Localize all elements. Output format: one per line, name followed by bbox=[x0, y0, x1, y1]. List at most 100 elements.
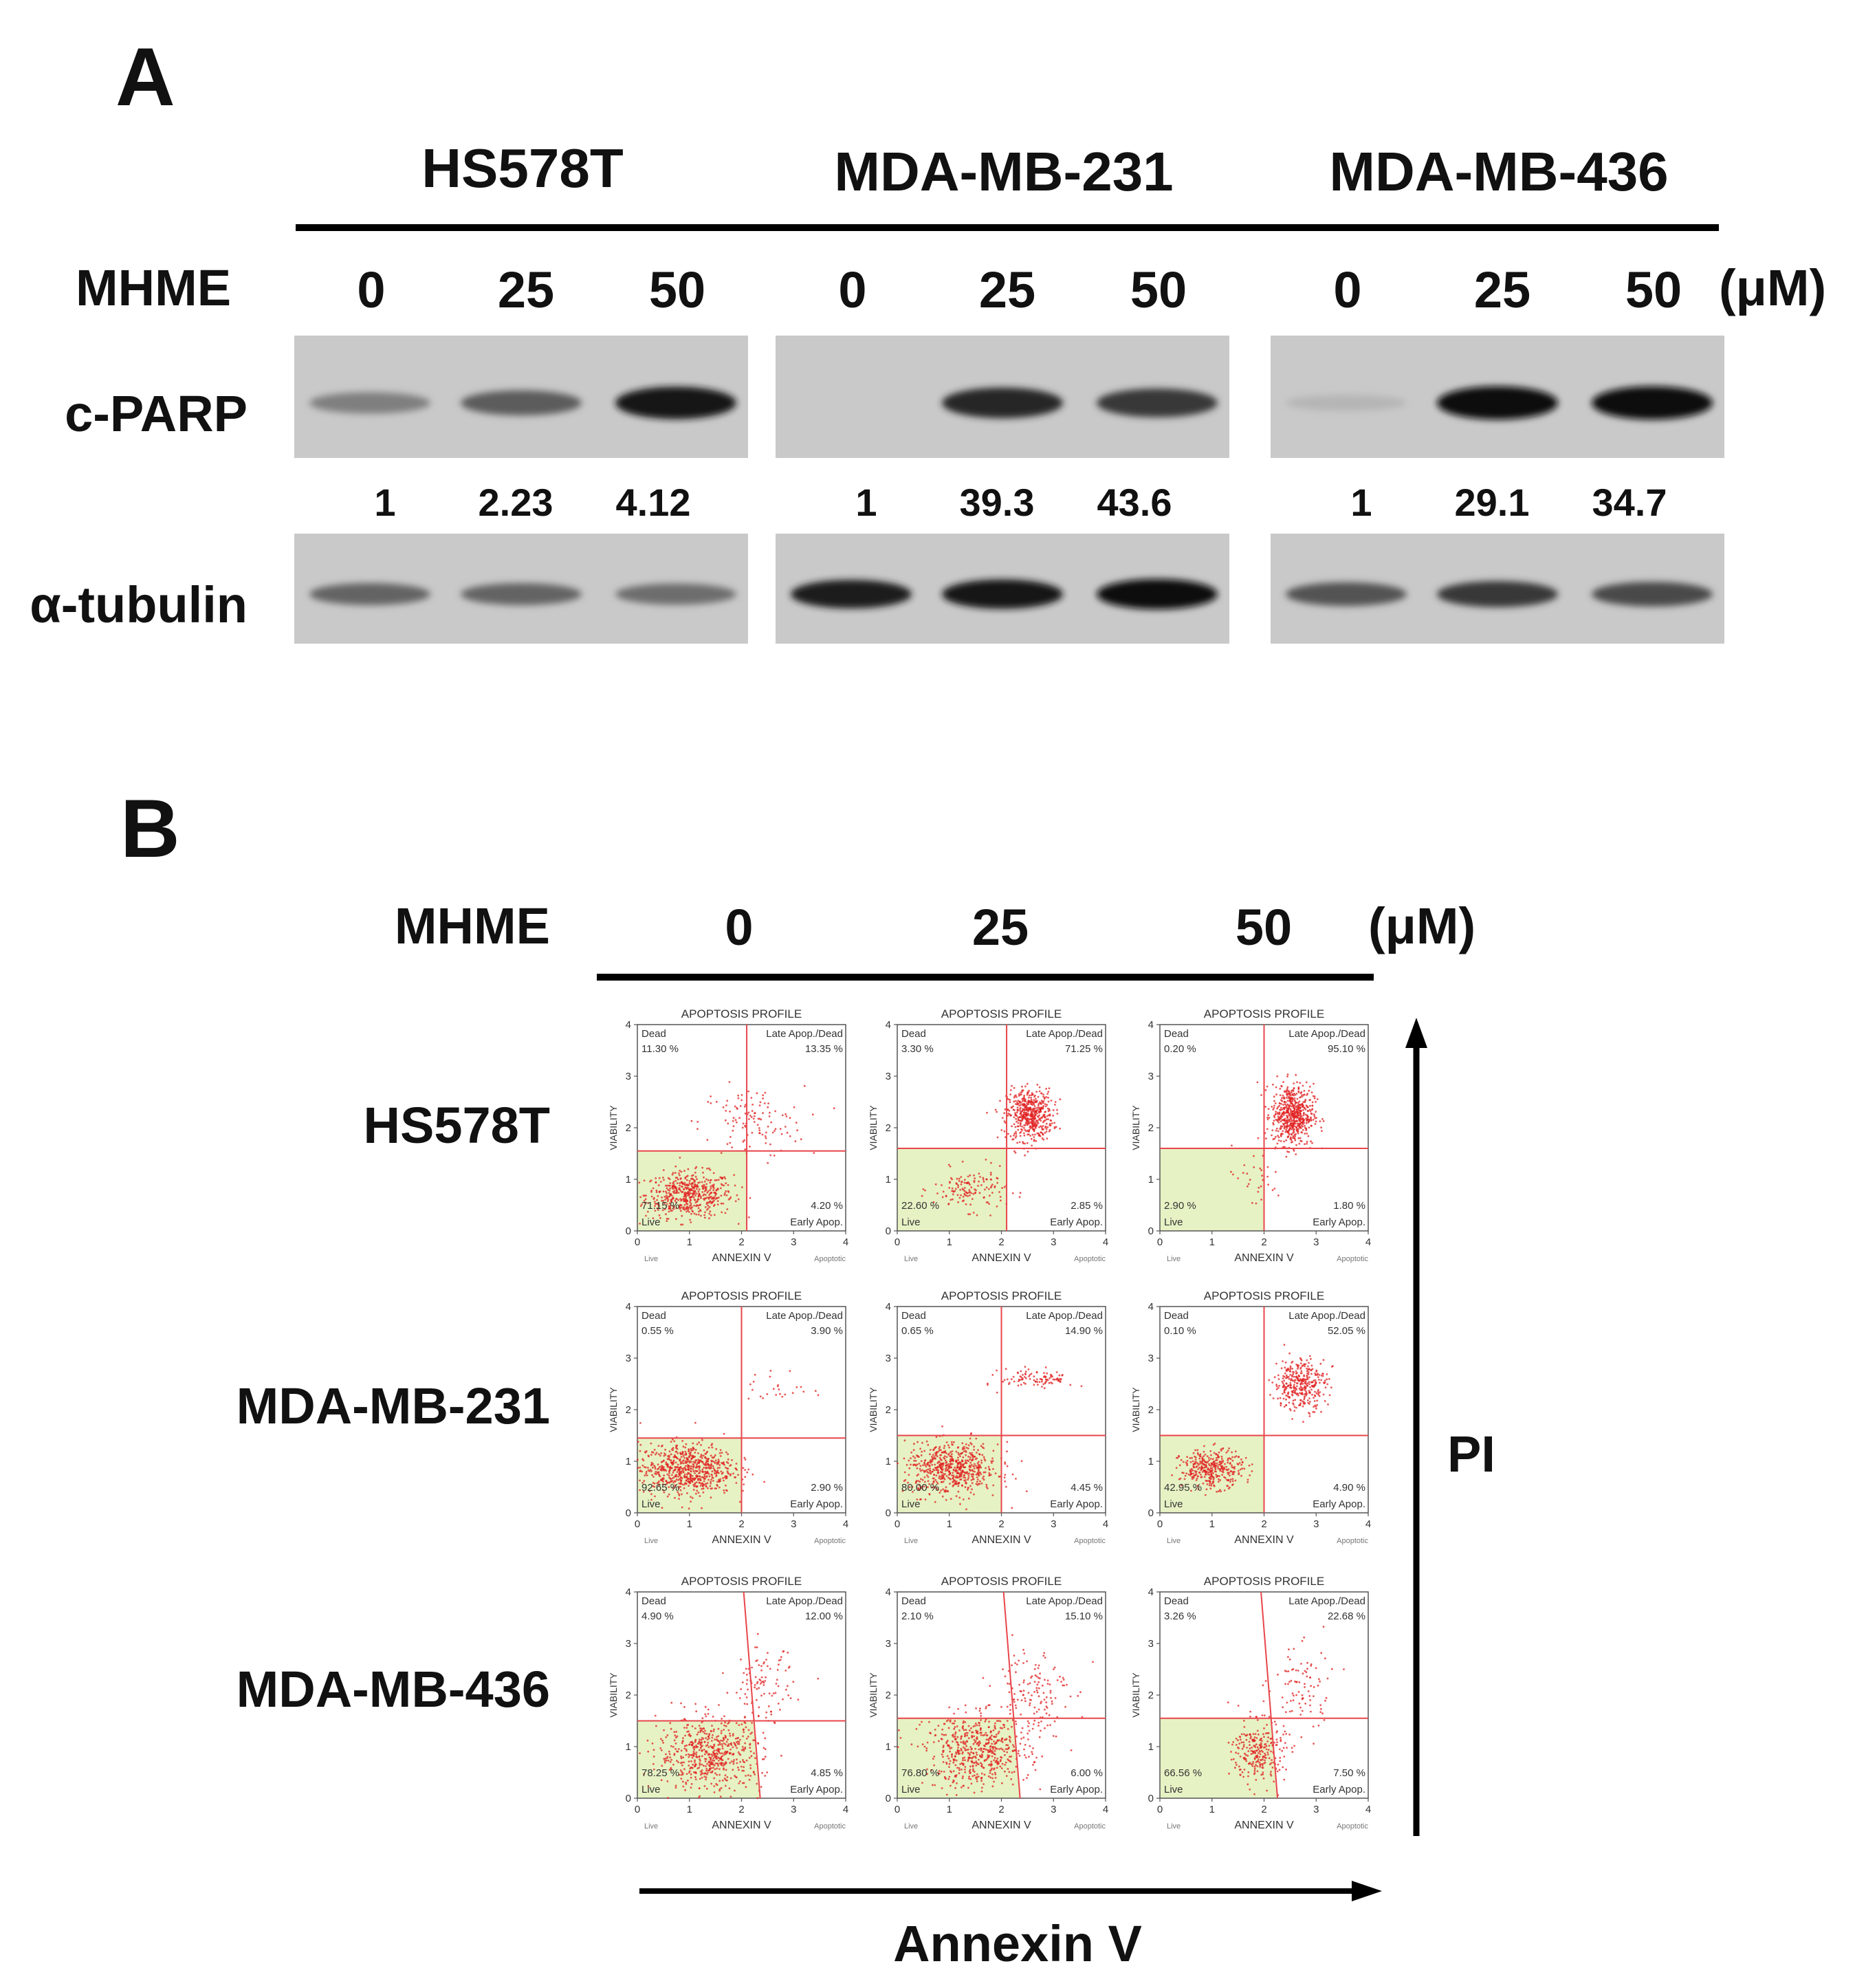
event-dot bbox=[689, 1754, 691, 1756]
event-dot bbox=[1028, 1128, 1031, 1131]
event-dot bbox=[1295, 1093, 1298, 1095]
event-dot bbox=[1288, 1114, 1291, 1117]
event-dot bbox=[653, 1485, 656, 1488]
event-dot bbox=[969, 1458, 972, 1461]
event-dot bbox=[748, 1118, 750, 1120]
event-dot bbox=[689, 1467, 692, 1470]
event-dot bbox=[1042, 1115, 1044, 1117]
event-dot bbox=[1310, 1124, 1313, 1127]
event-dot bbox=[1209, 1458, 1212, 1460]
event-dot bbox=[1186, 1463, 1188, 1465]
event-dot bbox=[1289, 1112, 1292, 1115]
event-dot bbox=[654, 1495, 656, 1498]
event-dot bbox=[1273, 1137, 1276, 1140]
event-dot bbox=[729, 1111, 731, 1113]
event-dot bbox=[1229, 1470, 1232, 1472]
event-dot bbox=[1272, 1123, 1275, 1126]
event-dot bbox=[991, 1192, 994, 1194]
event-dot bbox=[1293, 1375, 1295, 1378]
event-dot bbox=[969, 1470, 972, 1472]
event-dot bbox=[910, 1457, 912, 1459]
event-dot bbox=[969, 1183, 971, 1186]
event-dot bbox=[749, 1383, 751, 1386]
event-dot bbox=[1217, 1454, 1219, 1457]
event-dot bbox=[932, 1459, 934, 1461]
event-dot bbox=[658, 1205, 660, 1208]
event-dot bbox=[950, 1498, 952, 1500]
event-dot bbox=[941, 1184, 943, 1186]
event-dot bbox=[972, 1478, 974, 1481]
event-dot bbox=[1029, 1106, 1032, 1109]
event-dot bbox=[667, 1797, 670, 1800]
panelB-conc-label: 0 bbox=[725, 899, 754, 956]
event-dot bbox=[706, 1197, 709, 1199]
event-dot bbox=[1282, 1377, 1284, 1379]
event-dot bbox=[1291, 1105, 1293, 1108]
event-dot bbox=[970, 1479, 973, 1481]
event-dot bbox=[1276, 1113, 1279, 1115]
event-dot bbox=[723, 1729, 725, 1731]
event-dot bbox=[701, 1741, 703, 1743]
event-dot bbox=[1239, 1468, 1242, 1471]
event-dot bbox=[1316, 1403, 1319, 1406]
event-dot bbox=[1317, 1379, 1320, 1381]
event-dot bbox=[727, 1472, 729, 1474]
event-dot bbox=[705, 1483, 707, 1485]
event-dot bbox=[939, 1478, 942, 1481]
event-dot bbox=[969, 1465, 971, 1467]
event-dot bbox=[1279, 1108, 1281, 1111]
event-dot bbox=[1291, 1097, 1294, 1100]
event-dot bbox=[1292, 1373, 1295, 1375]
event-dot bbox=[679, 1769, 682, 1771]
event-dot bbox=[1054, 1104, 1056, 1106]
event-dot bbox=[647, 1750, 650, 1753]
event-dot bbox=[1284, 1101, 1287, 1104]
event-dot bbox=[817, 1394, 820, 1397]
event-dot bbox=[648, 1490, 651, 1492]
event-dot bbox=[758, 1104, 761, 1106]
event-dot bbox=[684, 1177, 687, 1180]
event-dot bbox=[1238, 1472, 1240, 1474]
event-dot bbox=[646, 1210, 649, 1213]
quadrant-dead-value: 11.30 % bbox=[641, 1043, 679, 1055]
event-dot bbox=[1019, 1110, 1022, 1112]
event-dot bbox=[666, 1463, 668, 1465]
event-dot bbox=[647, 1785, 650, 1787]
event-dot bbox=[1284, 1362, 1287, 1364]
plot-title: APOPTOSIS PROFILE bbox=[1204, 1289, 1324, 1302]
event-dot bbox=[703, 1776, 706, 1778]
event-dot bbox=[712, 1761, 714, 1764]
event-dot bbox=[676, 1444, 679, 1447]
event-dot bbox=[963, 1476, 965, 1478]
event-dot bbox=[697, 1731, 700, 1734]
event-dot bbox=[1287, 1392, 1289, 1395]
event-dot bbox=[649, 1468, 652, 1471]
event-dot bbox=[663, 1202, 666, 1205]
event-dot bbox=[685, 1175, 688, 1178]
event-dot bbox=[1069, 1384, 1072, 1386]
event-dot bbox=[641, 1464, 644, 1467]
quadrant-live-value: 42.95 % bbox=[1164, 1482, 1202, 1494]
event-dot bbox=[1059, 1098, 1062, 1101]
event-dot bbox=[1274, 1135, 1277, 1138]
event-dot bbox=[1299, 1096, 1302, 1098]
event-dot bbox=[910, 1463, 912, 1466]
event-dot bbox=[693, 1752, 696, 1755]
event-dot bbox=[754, 1757, 756, 1760]
event-dot bbox=[1038, 1090, 1041, 1093]
event-dot bbox=[1049, 1377, 1051, 1379]
event-dot bbox=[1038, 1135, 1040, 1137]
plot-y-label: VIABILITY bbox=[868, 1105, 879, 1150]
event-dot bbox=[1241, 1461, 1244, 1463]
event-dot bbox=[1013, 1133, 1016, 1135]
event-dot bbox=[986, 1487, 989, 1489]
event-dot bbox=[1032, 1107, 1035, 1110]
event-dot bbox=[705, 1472, 707, 1474]
event-dot bbox=[696, 1489, 699, 1492]
event-dot bbox=[657, 1209, 659, 1211]
panelA-cellline-mdamb436: MDA-MB-436 bbox=[1329, 141, 1669, 202]
event-dot bbox=[734, 1738, 737, 1740]
event-dot bbox=[723, 1763, 726, 1766]
event-dot bbox=[681, 1440, 684, 1442]
event-dot bbox=[714, 1459, 717, 1462]
